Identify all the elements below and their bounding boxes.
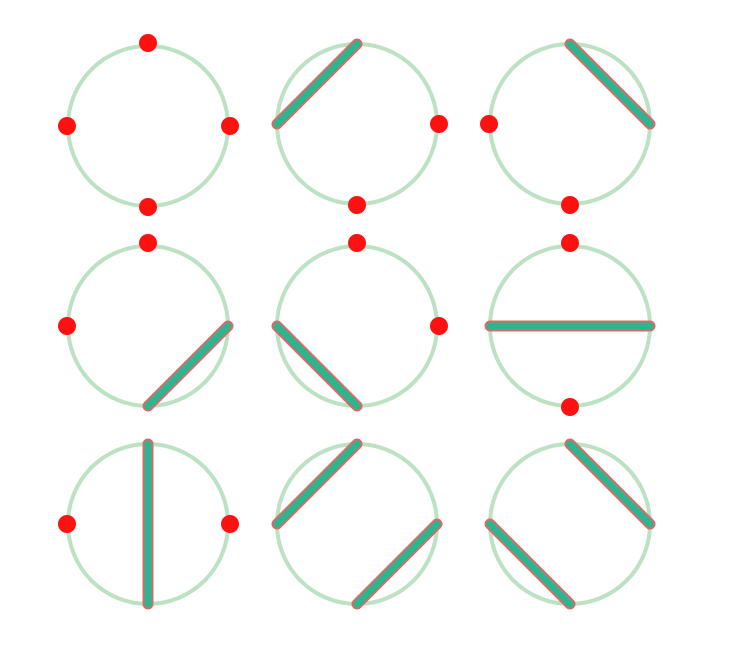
circle-3 [488,42,652,206]
configuration-4 [58,234,234,412]
chord-4-1 [144,322,232,410]
configuration-2 [271,38,448,214]
point-1-bottom [139,198,157,216]
point-1-top [139,34,157,52]
chord-8-1 [273,440,361,528]
point-4-top [139,234,157,252]
configuration-5 [271,234,448,412]
configuration-6 [484,234,656,416]
circle-5 [275,244,439,408]
point-1-right [221,117,239,135]
circle-9 [488,442,652,606]
circle-8 [275,442,439,606]
circle-1 [66,44,230,208]
point-2-bottom [348,196,366,214]
chord-9-2 [486,520,574,608]
configuration-8 [271,438,443,610]
configuration-7 [58,438,239,610]
point-7-left [58,515,76,533]
chord-5-1 [273,322,361,410]
point-1-left [58,117,76,135]
point-7-right [221,515,239,533]
configuration-1 [58,34,239,216]
chord-2-1 [273,40,361,128]
point-5-top [348,234,366,252]
configuration-3 [480,38,656,214]
point-2-right [430,115,448,133]
chord-3-1 [566,40,654,128]
circle-4 [66,244,230,408]
point-5-right [430,317,448,335]
point-3-left [480,115,498,133]
point-6-top [561,234,579,252]
point-4-left [58,317,76,335]
circle-2 [275,42,439,206]
chord-8-2 [353,520,441,608]
point-3-bottom [561,196,579,214]
point-6-bottom [561,398,579,416]
chord-9-1 [566,440,654,528]
configuration-9 [484,438,656,610]
